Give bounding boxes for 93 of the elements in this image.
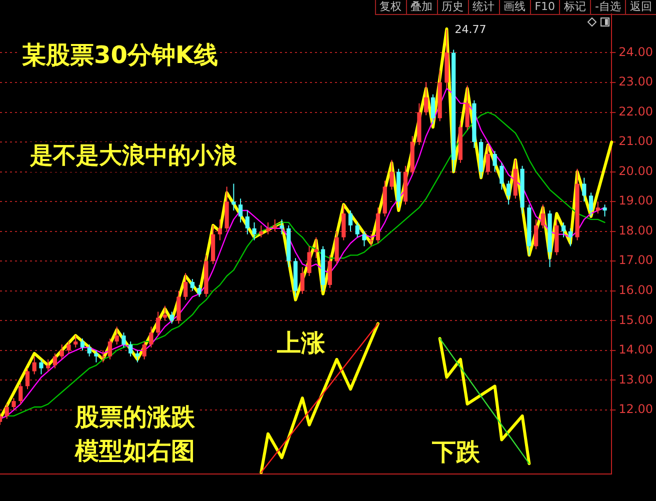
y-tick-label: 14.00 [618, 342, 654, 357]
candlestick [486, 144, 490, 176]
text: 叠加 [406, 0, 437, 15]
y-tick-label: 15.00 [618, 312, 654, 327]
annotation: 模型如右图 [73, 436, 197, 468]
candlestick [534, 218, 538, 250]
candlestick [300, 266, 304, 294]
candlestick [492, 150, 497, 172]
candlestick [87, 344, 92, 357]
y-tick-label: 23.00 [618, 74, 654, 89]
candlestick [280, 218, 284, 235]
candlestick [12, 398, 16, 410]
candlestick [39, 358, 44, 375]
text: 返回 [625, 0, 656, 15]
candlestick [156, 311, 160, 336]
annotation: 24.77 [454, 22, 488, 36]
y-tick-label: 17.00 [618, 253, 654, 268]
text: 画线 [498, 0, 530, 15]
candlestick [149, 326, 154, 348]
candlestick [540, 204, 545, 229]
candlestick [25, 368, 30, 390]
text: F10 [530, 0, 560, 15]
candlestick [588, 192, 594, 217]
text: 是不是大浪中的小浪 [28, 142, 239, 172]
candlestick [142, 341, 146, 360]
candlestick [506, 180, 511, 206]
y-tick-label: 13.00 [618, 372, 654, 386]
candlestick [94, 350, 98, 363]
text: 统计 [468, 0, 499, 15]
candlestick [390, 159, 394, 190]
candlestick [18, 382, 23, 405]
candlestick [232, 183, 236, 212]
text: 标记 [559, 0, 590, 15]
candlestick [582, 177, 586, 202]
text: -自选 [590, 0, 625, 15]
candlestick [218, 218, 222, 241]
candlestick [60, 344, 64, 360]
candlestick [46, 358, 50, 372]
candlestick [108, 338, 112, 360]
candlestick [259, 224, 264, 238]
candlestick [424, 82, 428, 116]
y-tick-label: 21.00 [618, 134, 654, 148]
candlestick [197, 284, 202, 298]
candlestick [135, 350, 140, 363]
candlestick [355, 222, 360, 238]
candlestick [307, 246, 312, 277]
candlestick [80, 338, 85, 351]
candlestick [252, 222, 256, 241]
y-tick-label: 16.00 [618, 283, 654, 298]
candlestick [101, 350, 106, 363]
candlestick [114, 326, 119, 345]
candlestick [314, 236, 318, 259]
candlestick [328, 254, 332, 288]
annotation: 上涨 [275, 328, 327, 360]
candlestick [238, 198, 243, 223]
candlestick [4, 404, 9, 420]
candlestick [183, 272, 188, 300]
candlestick [430, 94, 436, 125]
y-tick-label: 24.00 [618, 44, 654, 59]
candlestick [176, 290, 181, 324]
candlestick [568, 228, 572, 247]
candlestick [190, 278, 194, 292]
candlestick [596, 201, 600, 214]
candlestick [500, 162, 504, 190]
y-tick-label: 22.00 [618, 104, 654, 118]
candlestick [32, 356, 36, 375]
annotation: 下跌 [430, 437, 482, 468]
candlestick [162, 305, 167, 322]
candlestick [66, 341, 71, 354]
candlestick [465, 84, 470, 131]
candlestick [128, 341, 133, 357]
candlestick [369, 234, 374, 247]
candlestick [245, 210, 250, 235]
candlestick [74, 335, 78, 348]
y-tick-label: 18.00 [618, 223, 654, 238]
candlestick [348, 210, 353, 232]
y-tick-label: 19.00 [618, 194, 654, 208]
candlestick [266, 222, 270, 235]
y-tick-label: 20.00 [618, 164, 654, 178]
candlestick [334, 230, 339, 265]
text: 复权 [374, 0, 406, 15]
text: 历史 [436, 0, 468, 15]
candlestick [272, 218, 277, 232]
candlestick [362, 230, 366, 247]
candlestick [122, 332, 126, 348]
candlestick [561, 222, 566, 238]
text: 某股票30分钟K线 [20, 40, 220, 72]
y-tick-label: 12.00 [618, 402, 654, 416]
candlestick [602, 204, 607, 217]
annotation: 股票的涨跌 [73, 402, 197, 434]
candlestick [342, 204, 346, 241]
candlestick [170, 311, 174, 324]
candlestick [52, 352, 58, 369]
